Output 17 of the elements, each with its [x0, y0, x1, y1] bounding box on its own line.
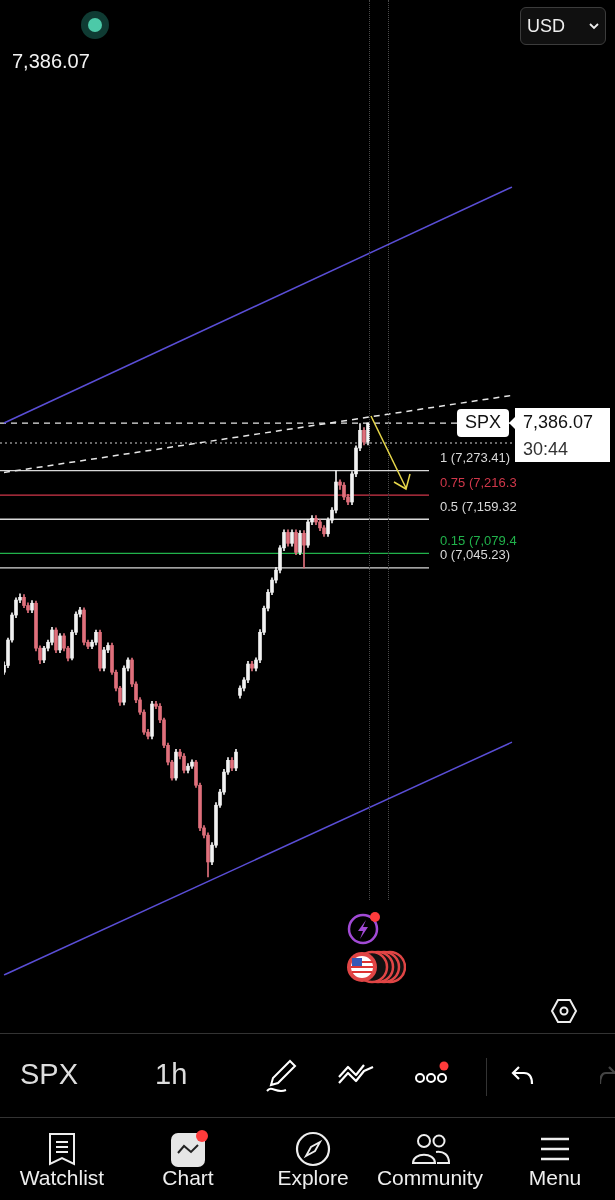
annotation: 0.5 (7,159.32	[440, 498, 517, 514]
text: Watchlist	[18, 1166, 106, 1190]
text: Community	[375, 1166, 485, 1190]
annotation: 1 (7,273.41)	[440, 450, 511, 466]
text: Explore	[276, 1166, 350, 1190]
text: Menu	[527, 1166, 583, 1190]
text: Chart	[161, 1166, 215, 1190]
text: SPX	[20, 1058, 79, 1091]
text: USD	[527, 16, 566, 37]
text: 7,386.07	[12, 50, 90, 73]
annotation: 0.15 (7,079.4	[440, 532, 517, 548]
text: 7,386.07	[523, 412, 594, 433]
text: 1h	[155, 1058, 188, 1091]
annotation: SPX	[464, 412, 502, 433]
annotation: 0.75 (7,216.3	[440, 474, 517, 490]
annotation: 0 (7,045.23)	[440, 547, 511, 563]
text: 30:44	[523, 439, 569, 460]
